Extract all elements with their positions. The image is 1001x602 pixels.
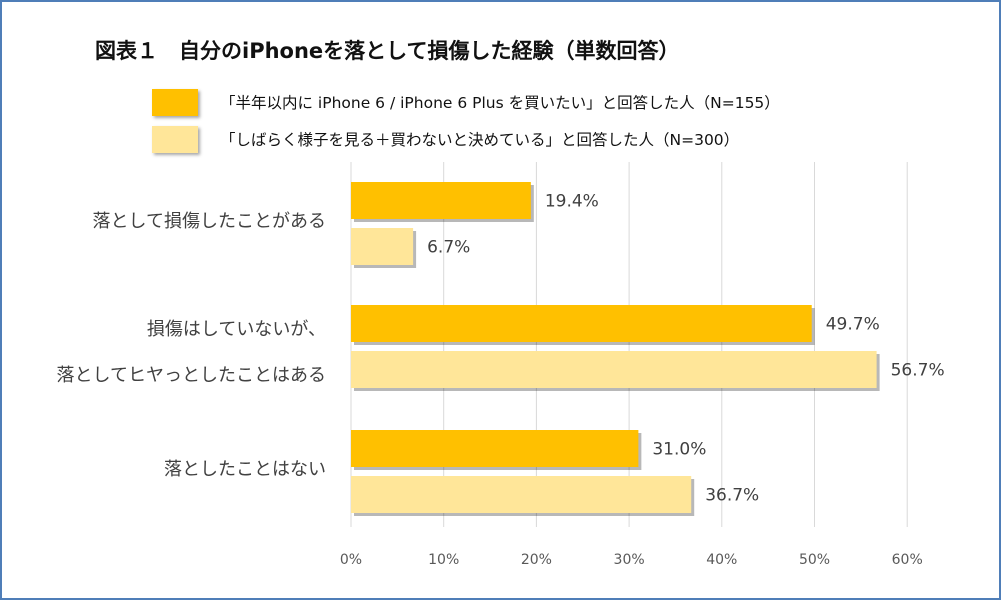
legend-item-buy: 「半年以内に iPhone 6 / iPhone 6 Plus を買いたい」と回… — [152, 87, 780, 117]
legend-label-wait: 「しばらく様子を見る＋買わないと決めている」と回答した人（N=300） — [220, 131, 740, 149]
data-label: 49.7% — [826, 315, 880, 335]
data-label: 36.7% — [705, 486, 759, 506]
category-label-line: 落としてヒヤっとしたことはある — [56, 365, 326, 386]
x-tick-label: 40% — [706, 552, 737, 568]
category-label-near-miss: 損傷はしていないが、 落としてヒヤっとしたことはある — [57, 307, 326, 399]
legend-item-wait: 「しばらく様子を見る＋買わないと決めている」と回答した人（N=300） — [152, 124, 739, 154]
bar — [351, 476, 692, 513]
data-label: 19.4% — [545, 192, 599, 212]
legend-swatch-buy — [152, 88, 198, 116]
x-tick-label: 20% — [521, 552, 552, 568]
x-tick-label: 10% — [428, 552, 459, 568]
legend-label-buy: 「半年以内に iPhone 6 / iPhone 6 Plus を買いたい」と回… — [220, 94, 780, 112]
x-tick-label: 60% — [892, 552, 923, 568]
bar — [351, 430, 639, 467]
category-label-line: 損傷はしていないが、 — [146, 319, 326, 340]
category-label-never: 落としたことはない — [164, 447, 326, 493]
bar — [351, 182, 531, 219]
category-label-damaged: 落として損傷したことがある — [93, 199, 326, 245]
bar — [351, 305, 812, 342]
x-tick-label: 50% — [799, 552, 830, 568]
category-label-line: 落として損傷したことがある — [92, 211, 326, 232]
bar — [351, 228, 414, 265]
category-label-line: 落としたことはない — [164, 459, 326, 480]
data-label: 31.0% — [652, 440, 706, 460]
chart-title: 図表１ 自分のiPhoneを落として損傷した経験（単数回答） — [95, 39, 680, 63]
bar — [351, 351, 877, 388]
legend-swatch-wait — [152, 125, 198, 153]
data-label: 6.7% — [427, 238, 470, 258]
data-label: 56.7% — [891, 361, 945, 381]
x-tick-label: 30% — [614, 552, 645, 568]
x-tick-label: 0% — [340, 552, 362, 568]
